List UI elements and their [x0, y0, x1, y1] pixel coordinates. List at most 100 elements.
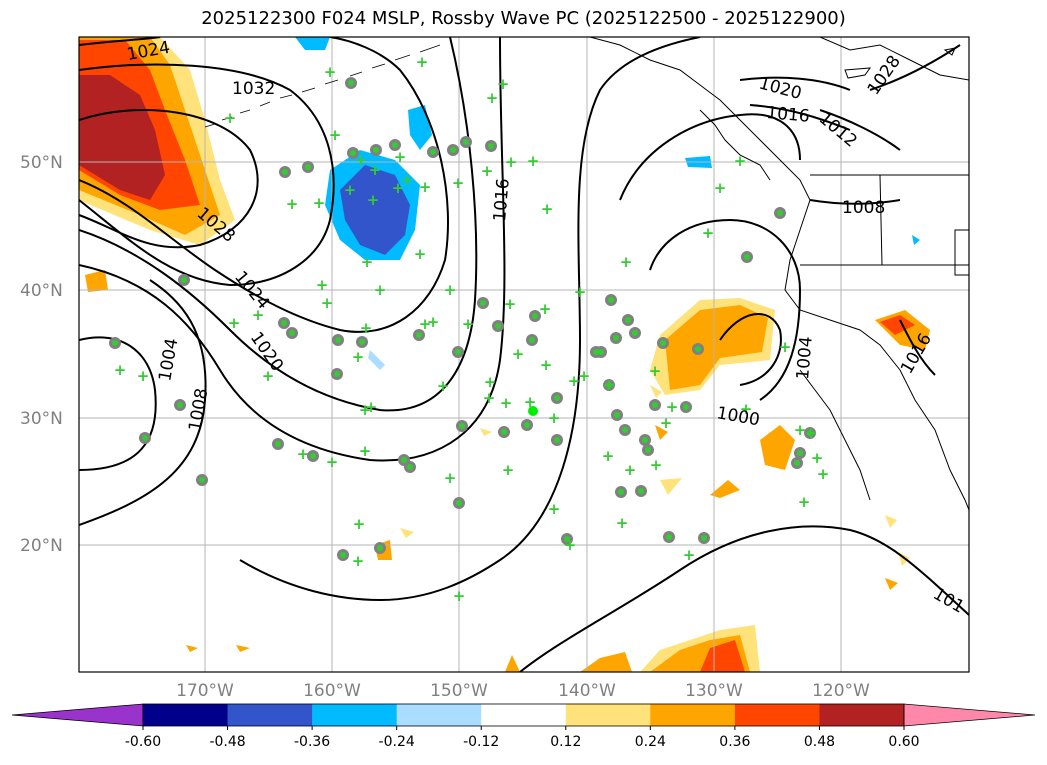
green-cross-marker: +: [444, 281, 457, 299]
lat-label: 20°N: [20, 536, 63, 556]
green-cross-marker: +: [794, 421, 807, 439]
colorbar-segment: [819, 704, 905, 726]
green-cross-marker: +: [505, 153, 518, 171]
green-cross-marker: +: [453, 587, 466, 605]
colorbar-tick-label: -0.36: [294, 734, 330, 750]
green-cross-marker: +: [481, 162, 494, 180]
green-cross-marker: +: [660, 414, 673, 432]
green-cross-marker: +: [539, 300, 552, 318]
green-cross-marker: +: [344, 181, 357, 199]
green-cross-marker: +: [734, 152, 747, 170]
green-cross-marker: +: [502, 461, 515, 479]
lat-label: 50°N: [20, 153, 63, 173]
green-cross-marker: +: [624, 461, 637, 479]
green-cross-marker: +: [683, 546, 696, 564]
colorbar-tick-label: -0.60: [125, 734, 161, 750]
green-cross-marker: +: [316, 276, 329, 294]
colorbar-tick-label: 0.48: [804, 734, 835, 750]
colorbar-tick-label: -0.24: [379, 734, 415, 750]
green-cross-marker: +: [540, 356, 553, 374]
green-cross-marker: +: [497, 75, 510, 93]
green-cross-marker: +: [541, 200, 554, 218]
green-cross-marker: +: [483, 389, 496, 407]
green-cross-marker: +: [297, 445, 310, 463]
green-cross-marker: +: [365, 398, 378, 416]
colorbar: -0.60 -0.48 -0.36 -0.24 -0.12 0.12 0.24 0.36 0.4…: [11, 703, 1036, 750]
green-cross-marker: +: [401, 171, 414, 189]
contour-label: 1016: [766, 103, 811, 127]
map-frame: [78, 36, 970, 673]
green-cross-marker: +: [419, 178, 432, 196]
colorbar-segment: [396, 704, 482, 726]
green-cross-marker: +: [602, 447, 615, 465]
green-cross-marker: +: [414, 245, 427, 263]
lon-label: 160°W: [303, 681, 361, 701]
colorbar-segment: [481, 704, 567, 726]
green-cross-marker: +: [262, 367, 275, 385]
green-cross-marker: +: [650, 456, 663, 474]
green-cross-marker: +: [486, 89, 499, 107]
green-cross-marker: +: [352, 348, 365, 366]
contour-label: 1032: [232, 79, 275, 99]
colorbar-tick-label: 0.12: [550, 734, 581, 750]
colorbar-tick-label: 0.60: [888, 734, 919, 750]
colorbar-segment: [227, 704, 313, 726]
colorbar-tick-label: -0.12: [463, 734, 499, 750]
green-cross-marker: +: [416, 53, 429, 71]
green-cross-marker: +: [374, 281, 387, 299]
green-cross-marker: +: [574, 283, 587, 301]
contour-label: 1016: [490, 178, 514, 223]
colorbar-segment: [565, 704, 651, 726]
green-cross-marker: +: [360, 319, 373, 337]
colorbar-tick-label: -0.48: [209, 734, 245, 750]
anomaly-shading-positive-nw: [79, 37, 235, 245]
green-cross-marker: +: [359, 442, 372, 460]
green-cross-marker: +: [394, 148, 407, 166]
colorbar-segment: [734, 704, 820, 726]
green-cross-marker: +: [324, 63, 337, 81]
colorbar-arrow-low: [11, 703, 144, 727]
green-cross-marker: +: [484, 373, 497, 391]
map-title: 2025122300 F024 MSLP, Rossby Wave PC (20…: [201, 8, 846, 29]
green-cross-marker: +: [616, 514, 629, 532]
green-cross-marker: +: [578, 367, 591, 385]
map-panel: + + + + + + + + + + + + + + + + + + + + + + + + + + + + + + + + + + + + + + + +…: [79, 37, 969, 672]
green-cross-marker: +: [361, 253, 374, 271]
green-cross-marker: +: [137, 367, 150, 385]
colorbar-tick-label: 0.24: [635, 734, 666, 750]
green-cross-marker: +: [114, 361, 127, 379]
green-cross-marker: +: [352, 552, 365, 570]
green-cross-marker: +: [367, 191, 380, 209]
green-cross-marker: +: [326, 453, 339, 471]
lon-label: 120°W: [812, 681, 870, 701]
green-cross-marker: +: [811, 449, 824, 467]
green-cross-marker: +: [224, 109, 237, 127]
green-cross-marker: +: [798, 493, 811, 511]
station-plus-markers: [112, 80, 813, 558]
mslp-contours: [79, 37, 969, 672]
colorbar-segment: [143, 704, 229, 726]
green-cross-marker: +: [548, 500, 561, 518]
green-cross-marker: +: [620, 253, 633, 271]
lat-label: 30°N: [20, 409, 63, 429]
colorbar-segment: [650, 704, 736, 726]
colorbar-arrow-high: [903, 703, 1036, 727]
contour-label: 1004: [793, 336, 817, 381]
green-cross-marker: +: [252, 306, 265, 324]
green-cross-marker: +: [444, 469, 457, 487]
green-cross-marker: +: [369, 161, 382, 179]
green-cross-marker: +: [564, 536, 577, 554]
green-cross-marker: +: [452, 174, 465, 192]
green-cross-marker: +: [805, 424, 818, 442]
lon-label: 150°W: [430, 681, 488, 701]
colorbar-tick-label: 0.36: [719, 734, 750, 750]
anomaly-shading-negative: [295, 37, 920, 370]
longitude-labels: 170°W 160°W 150°W 140°W 130°W 120°W: [176, 681, 870, 701]
green-cross-markers: + + + + + + + + + + + + + + + + + + + + + + + + + + + + + + + + + + + + + + + +…: [114, 53, 830, 605]
green-cross-marker: +: [286, 195, 299, 213]
lon-label: 140°W: [558, 681, 616, 701]
green-cross-marker: +: [568, 372, 581, 390]
green-cross-marker: +: [702, 224, 715, 242]
colorbar-segment: [312, 704, 398, 726]
green-cross-marker: +: [329, 126, 342, 144]
